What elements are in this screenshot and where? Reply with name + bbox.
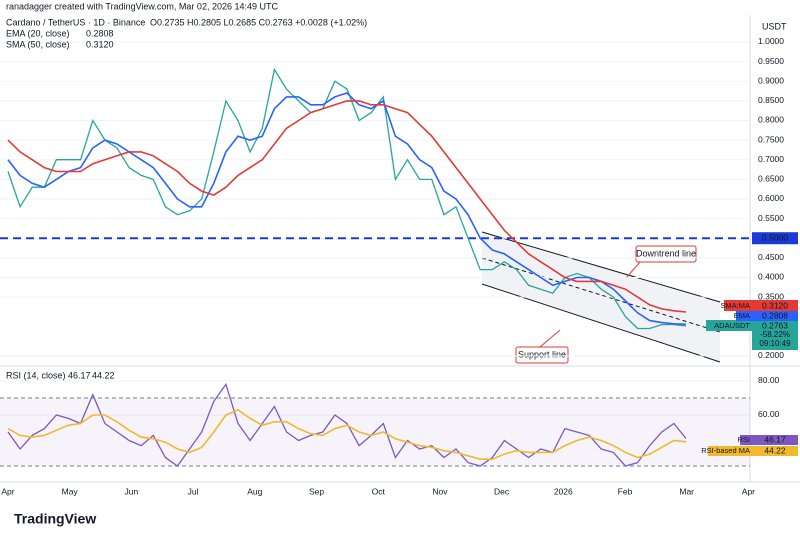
- legend-value: 46.17: [68, 370, 91, 380]
- x-tick-label: Aug: [247, 486, 262, 496]
- y-tick-label: 0.7500: [758, 134, 784, 144]
- x-tick-label: Apr: [742, 486, 755, 496]
- y-tick-label: 1.0000: [758, 36, 784, 46]
- x-tick-label: Jun: [125, 486, 139, 496]
- legend-name: SMA (50, close): [6, 39, 70, 49]
- y-tick-label: 0.6500: [758, 174, 784, 184]
- y-tick-label: 60.00: [758, 409, 780, 419]
- legend-value: 0.2808: [86, 28, 114, 38]
- y-tick-label: 0.3500: [758, 291, 784, 301]
- price-tag-value: 0.2808: [762, 310, 788, 320]
- tag-label-bg: [736, 310, 752, 321]
- price-tag-value: 0.3120: [762, 300, 788, 310]
- legend-value: 44.22: [92, 370, 115, 380]
- tag-label: SMA:MA: [720, 301, 750, 310]
- y-tick-label: 0.5500: [758, 213, 784, 223]
- x-tick-label: Nov: [432, 486, 448, 496]
- series-line: [7, 408, 687, 460]
- rsi-tag-label: RSI-based MA: [701, 446, 750, 455]
- rsi-tag: [752, 435, 798, 445]
- x-tick-label: Sep: [309, 486, 324, 496]
- symbol-title: Cardano / TetherUS · 1D · Binance: [6, 17, 145, 27]
- rsi-tag-label-bg: [708, 446, 752, 456]
- x-tick-label: 2026: [554, 486, 573, 496]
- series-line: [7, 92, 687, 326]
- tag-label: EMA: [734, 311, 750, 320]
- x-tick-label: Apr: [1, 486, 14, 496]
- level-tag: [752, 232, 798, 245]
- y-tick-label: 0.2000: [758, 350, 784, 360]
- logo: TradingView: [14, 511, 96, 527]
- series-line: [7, 382, 687, 467]
- y-tick-label: 0.8500: [758, 95, 784, 105]
- downtrend-line: [481, 231, 721, 303]
- rsi-tag-value: 44.22: [764, 445, 786, 455]
- price-tag: [752, 300, 798, 311]
- x-tick-label: Feb: [618, 486, 633, 496]
- tag-label-bg: [706, 320, 752, 331]
- countdown: 09:10:49: [759, 339, 791, 348]
- price-tag-value: 0.2763: [762, 320, 788, 330]
- rsi-tag-label-bg: [740, 435, 752, 445]
- legend-value: 0.3120: [86, 39, 114, 49]
- change: -58.22%: [760, 330, 790, 339]
- x-tick-label: Mar: [679, 486, 694, 496]
- y-tick-label: 0.4500: [758, 252, 784, 262]
- rsi-tag-value: 46.17: [764, 434, 786, 444]
- rsi-title: RSI (14, close): [6, 370, 66, 380]
- price-tag: [752, 320, 798, 350]
- y-tick-label: 0.8000: [758, 115, 784, 125]
- y-tick-label: 0.9000: [758, 75, 784, 85]
- x-tick-label: Jul: [188, 486, 199, 496]
- subtitle: ranadagger created with TradingView.com,…: [6, 1, 278, 11]
- series-line: [7, 100, 687, 313]
- annotation-arrow: [539, 329, 561, 348]
- unit: USDT: [762, 21, 787, 31]
- y-tick-label: 80.00: [758, 375, 780, 385]
- annotation-arrow: [625, 261, 641, 279]
- tag-label-bg: [724, 300, 752, 311]
- x-tick-label: Oct: [372, 486, 386, 496]
- rsi-tag: [752, 446, 798, 456]
- ohlc: O0.2735 H0.2805 L0.2685 C0.2763 +0.0028 …: [150, 17, 367, 27]
- y-tick-label: 0.4000: [758, 272, 784, 282]
- x-tick-label: Dec: [494, 486, 510, 496]
- annotation: Support line: [518, 349, 566, 359]
- x-tick-label: May: [62, 486, 79, 496]
- y-tick-label: 0.6000: [758, 193, 784, 203]
- annotation: Downtrend line: [636, 248, 696, 258]
- tag-label: ADAUSDT: [714, 321, 750, 330]
- annotation-box: [515, 346, 569, 364]
- y-tick-label: 0.7000: [758, 154, 784, 164]
- rsi-tag-label: RSI: [737, 435, 750, 444]
- price-tag: [752, 310, 798, 321]
- y-tick-label: 0.9500: [758, 56, 784, 66]
- level-tag-label: 0.5000: [762, 232, 788, 242]
- legend-name: EMA (20, close): [6, 28, 70, 38]
